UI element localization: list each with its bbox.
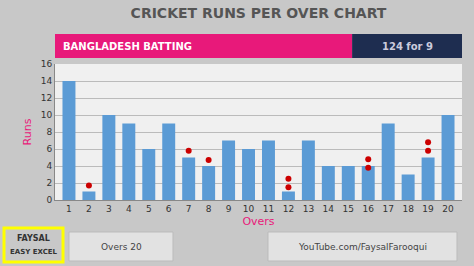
svg-text:11: 11 xyxy=(263,204,274,214)
svg-text:7: 7 xyxy=(186,204,192,214)
svg-text:EASY EXCEL: EASY EXCEL xyxy=(10,248,58,256)
svg-text:19: 19 xyxy=(422,204,434,214)
svg-text:YouTube.com/FaysalFarooqui: YouTube.com/FaysalFarooqui xyxy=(298,242,427,252)
svg-text:BANGLADESH BATTING: BANGLADESH BATTING xyxy=(63,41,192,52)
svg-text:2: 2 xyxy=(46,178,52,188)
svg-text:15: 15 xyxy=(343,204,354,214)
svg-text:Overs 20: Overs 20 xyxy=(101,242,142,252)
svg-text:6: 6 xyxy=(166,204,172,214)
svg-text:10: 10 xyxy=(41,110,53,120)
svg-text:CRICKET RUNS PER OVER CHART: CRICKET RUNS PER OVER CHART xyxy=(131,5,387,21)
svg-text:14: 14 xyxy=(323,204,335,214)
svg-text:Runs: Runs xyxy=(21,118,34,145)
svg-text:Overs: Overs xyxy=(242,215,274,228)
svg-text:16: 16 xyxy=(41,59,53,69)
svg-text:FAYSAL: FAYSAL xyxy=(17,234,50,243)
svg-text:2: 2 xyxy=(86,204,92,214)
svg-text:10: 10 xyxy=(243,204,255,214)
svg-text:5: 5 xyxy=(146,204,152,214)
svg-text:1: 1 xyxy=(66,204,72,214)
svg-text:12: 12 xyxy=(283,204,294,214)
svg-text:14: 14 xyxy=(41,76,53,86)
svg-text:20: 20 xyxy=(442,204,454,214)
svg-text:9: 9 xyxy=(226,204,232,214)
svg-text:18: 18 xyxy=(402,204,414,214)
svg-text:13: 13 xyxy=(303,204,314,214)
svg-text:4: 4 xyxy=(126,204,132,214)
svg-text:3: 3 xyxy=(106,204,112,214)
svg-text:8: 8 xyxy=(46,127,52,137)
svg-text:6: 6 xyxy=(46,144,52,154)
svg-text:8: 8 xyxy=(206,204,212,214)
svg-text:17: 17 xyxy=(382,204,393,214)
svg-text:4: 4 xyxy=(46,161,52,171)
svg-text:0: 0 xyxy=(46,195,52,205)
svg-text:124 for 9: 124 for 9 xyxy=(382,41,433,52)
svg-text:12: 12 xyxy=(41,93,52,103)
svg-text:16: 16 xyxy=(363,204,375,214)
